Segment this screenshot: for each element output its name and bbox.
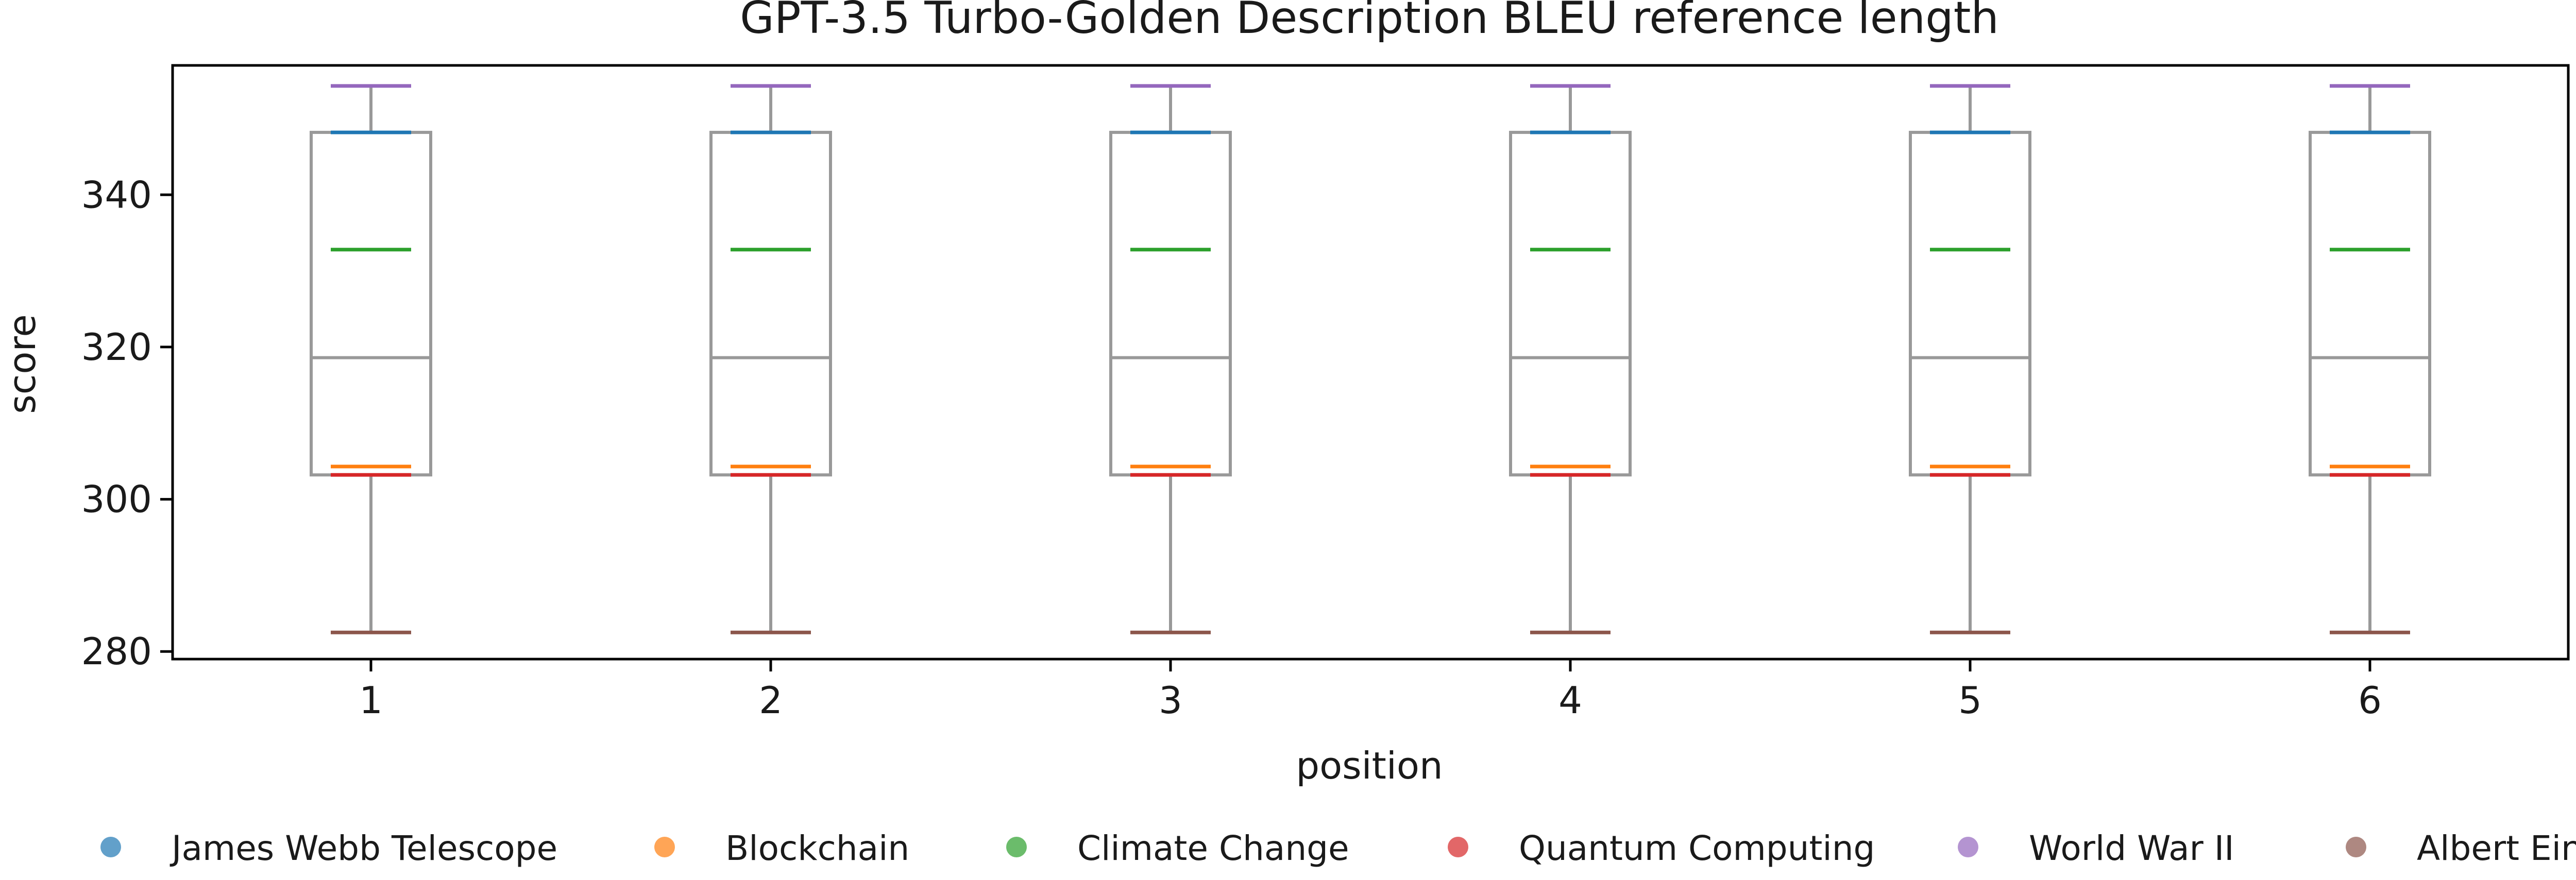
y-tick-label: 280	[81, 630, 152, 673]
y-axis: 280 300 320 340	[81, 173, 173, 673]
box-position-3	[1109, 84, 1232, 634]
box-position-5	[1909, 84, 2031, 634]
legend-marker	[654, 837, 675, 857]
box-position-2	[709, 84, 832, 634]
legend-item: Albert Einstein	[2346, 829, 2576, 868]
legend-marker	[1958, 837, 1978, 857]
legend-label: Climate Change	[1077, 829, 1349, 868]
legend-item: Blockchain	[654, 829, 909, 868]
legend-marker	[2346, 837, 2366, 857]
x-axis: 1 2 3 4 5 6	[359, 659, 2382, 722]
legend-marker	[1448, 837, 1468, 857]
legend: James Webb Telescope Blockchain Climate Ch…	[100, 829, 2576, 868]
chart-title: GPT-3.5 Turbo-Golden Description BLEU re…	[740, 0, 1999, 44]
box-position-6	[2309, 84, 2431, 634]
x-tick-label: 6	[2358, 679, 2382, 722]
x-axis-label: position	[1296, 744, 1443, 787]
plot-area-frame	[171, 64, 2570, 661]
box-body	[1909, 131, 2031, 477]
boxes-group	[310, 84, 2431, 634]
legend-item: James Webb Telescope	[100, 829, 557, 868]
legend-label: World War II	[2029, 829, 2234, 868]
box-body	[310, 131, 432, 477]
y-tick-label: 320	[81, 325, 152, 369]
box-body	[2309, 131, 2431, 477]
box-position-4	[1509, 84, 1632, 634]
box-body	[709, 131, 832, 477]
x-tick-label: 1	[359, 679, 383, 722]
legend-label: James Webb Telescope	[170, 829, 557, 868]
legend-item: World War II	[1958, 829, 2234, 868]
legend-item: Climate Change	[1006, 829, 1349, 868]
x-tick-label: 5	[1958, 679, 1982, 722]
legend-label: Quantum Computing	[1519, 829, 1875, 868]
x-tick-label: 2	[759, 679, 783, 722]
y-axis-label: score	[1, 314, 44, 413]
legend-marker	[1006, 837, 1027, 857]
legend-label: Blockchain	[725, 829, 909, 868]
y-tick-label: 300	[81, 478, 152, 521]
x-tick-label: 3	[1159, 679, 1182, 722]
x-tick-label: 4	[1558, 679, 1582, 722]
y-tick-label: 340	[81, 173, 152, 216]
box-body	[1509, 131, 1632, 477]
legend-marker	[100, 837, 121, 857]
legend-item: Quantum Computing	[1448, 829, 1875, 868]
box-position-1	[310, 84, 432, 634]
legend-label: Albert Einstein	[2417, 829, 2576, 868]
box-body	[1109, 131, 1232, 477]
